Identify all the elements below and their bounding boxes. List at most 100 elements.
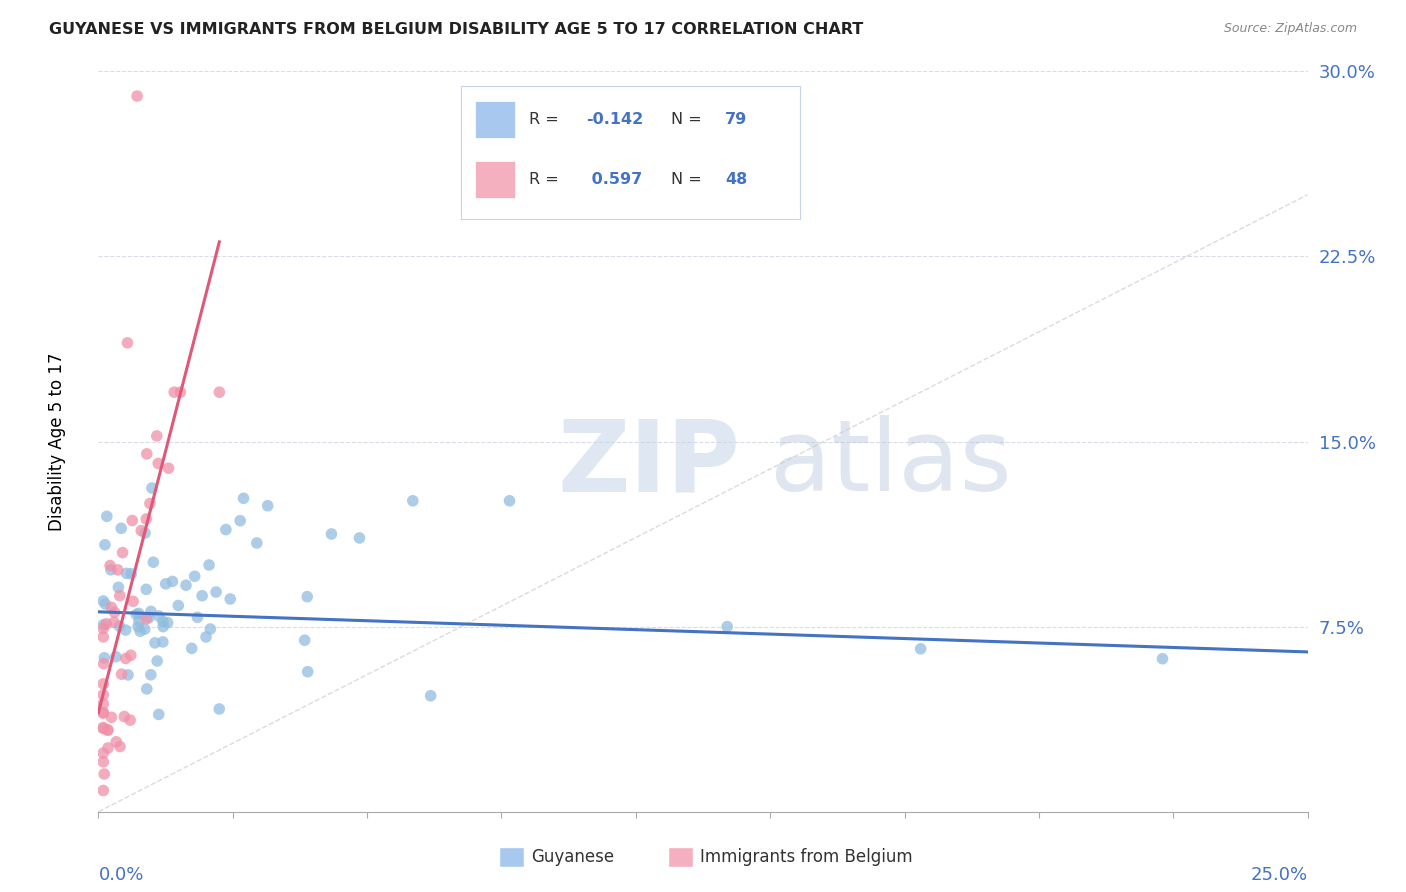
- Point: [191, 589, 214, 603]
- Point: [1152, 651, 1174, 665]
- Point: [419, 689, 441, 703]
- Point: [91, 746, 114, 760]
- Y-axis label: Disability Age 5 to 17: Disability Age 5 to 17: [48, 352, 66, 531]
- Point: [93, 767, 115, 781]
- Point: [256, 499, 278, 513]
- Point: [135, 582, 157, 597]
- Point: [125, 607, 148, 622]
- Point: [108, 739, 131, 754]
- Point: [135, 512, 157, 526]
- Point: [148, 609, 170, 624]
- Point: [219, 592, 242, 607]
- Point: [107, 563, 129, 577]
- Point: [215, 523, 238, 537]
- Point: [107, 580, 129, 594]
- Point: [91, 721, 114, 735]
- Point: [229, 514, 252, 528]
- Point: [91, 594, 114, 608]
- Point: [134, 526, 156, 541]
- Point: [91, 630, 114, 644]
- Point: [91, 617, 114, 632]
- Point: [94, 597, 117, 611]
- Point: [97, 723, 120, 738]
- Point: [200, 622, 222, 636]
- Point: [152, 615, 174, 629]
- Point: [180, 641, 202, 656]
- Point: [134, 622, 156, 636]
- Point: [103, 605, 125, 619]
- Text: Guyanese: Guyanese: [531, 848, 614, 866]
- Point: [129, 524, 152, 538]
- Point: [246, 536, 269, 550]
- Point: [114, 623, 136, 637]
- Point: [139, 604, 162, 618]
- Point: [208, 385, 231, 400]
- Point: [135, 447, 157, 461]
- Point: [105, 735, 128, 749]
- Text: 0.0%: 0.0%: [98, 866, 143, 884]
- Point: [139, 497, 162, 511]
- Text: atlas: atlas: [769, 416, 1011, 512]
- Point: [169, 385, 191, 400]
- Point: [321, 527, 343, 541]
- Point: [139, 667, 162, 681]
- Point: [91, 706, 114, 720]
- Point: [195, 630, 218, 644]
- Point: [157, 461, 180, 475]
- Point: [91, 677, 114, 691]
- Point: [198, 558, 221, 572]
- Point: [183, 569, 205, 583]
- Point: [120, 566, 142, 581]
- Point: [205, 585, 228, 599]
- Point: [155, 577, 177, 591]
- Point: [146, 654, 169, 668]
- Point: [232, 491, 254, 506]
- Point: [186, 610, 208, 624]
- Point: [114, 651, 136, 665]
- Point: [91, 688, 114, 702]
- Point: [122, 594, 145, 608]
- Point: [127, 620, 149, 634]
- Point: [100, 563, 122, 577]
- Point: [716, 619, 738, 633]
- Point: [91, 621, 114, 635]
- Point: [96, 509, 118, 524]
- Point: [167, 599, 190, 613]
- Point: [163, 385, 186, 400]
- Point: [108, 589, 131, 603]
- Point: [128, 614, 150, 628]
- Point: [208, 702, 231, 716]
- Point: [141, 481, 163, 495]
- Point: [100, 710, 122, 724]
- Point: [349, 531, 371, 545]
- Point: [112, 709, 135, 723]
- Point: [103, 615, 125, 630]
- Point: [498, 493, 520, 508]
- Point: [156, 615, 179, 630]
- Point: [148, 707, 170, 722]
- Point: [174, 578, 197, 592]
- Point: [110, 667, 132, 681]
- Point: [297, 590, 319, 604]
- Point: [910, 641, 932, 656]
- Point: [129, 624, 152, 639]
- Point: [91, 722, 114, 736]
- Text: Source: ZipAtlas.com: Source: ZipAtlas.com: [1223, 22, 1357, 36]
- Point: [120, 713, 142, 727]
- Point: [97, 741, 120, 756]
- Point: [94, 538, 117, 552]
- Point: [115, 566, 138, 581]
- Point: [111, 546, 134, 560]
- Point: [138, 611, 160, 625]
- Point: [98, 558, 121, 573]
- Point: [148, 457, 170, 471]
- Point: [152, 635, 174, 649]
- Point: [91, 706, 114, 720]
- Point: [91, 697, 114, 711]
- Point: [121, 514, 143, 528]
- Text: GUYANESE VS IMMIGRANTS FROM BELGIUM DISABILITY AGE 5 TO 17 CORRELATION CHART: GUYANESE VS IMMIGRANTS FROM BELGIUM DISA…: [49, 22, 863, 37]
- Point: [128, 607, 150, 621]
- Point: [135, 681, 157, 696]
- Point: [117, 335, 139, 350]
- Text: 25.0%: 25.0%: [1250, 866, 1308, 884]
